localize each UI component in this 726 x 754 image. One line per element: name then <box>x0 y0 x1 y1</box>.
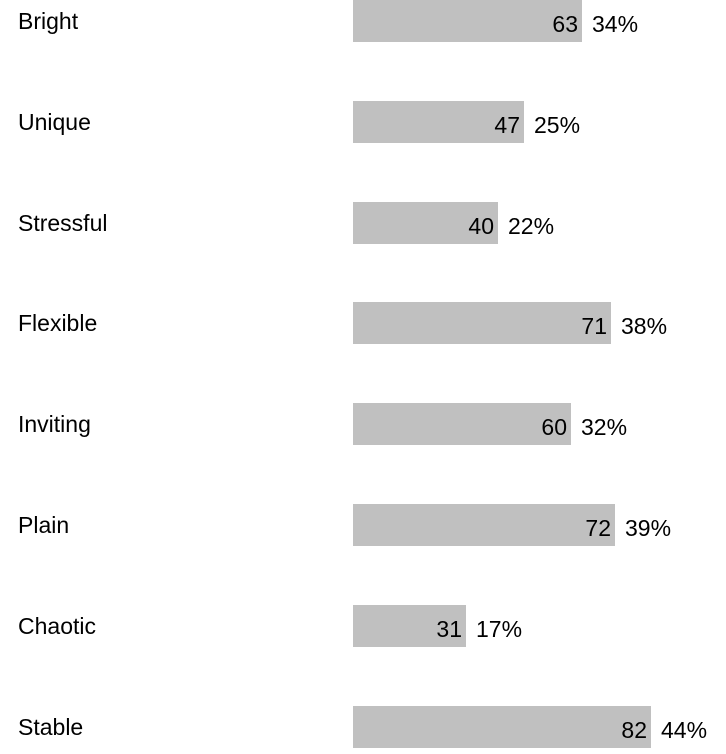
bar-value-label: 63 <box>552 11 578 37</box>
bar-row: Inviting 60 32% <box>0 403 726 446</box>
bar-row: Chaotic 31 17% <box>0 604 726 647</box>
bar: 47 <box>353 100 524 143</box>
percentage-label: 34% <box>592 11 639 37</box>
bar-value-label: 31 <box>436 615 462 642</box>
category-label: Inviting <box>18 411 91 438</box>
percentage-label: 25% <box>534 111 581 138</box>
bar-value-label: 72 <box>585 515 611 541</box>
category-label: Bright <box>18 8 79 34</box>
bar-row: Plain 72 39% <box>0 504 726 546</box>
bar-row: Stable 82 44% <box>0 705 726 748</box>
bar: 72 <box>353 504 615 546</box>
category-label: Stressful <box>18 209 108 236</box>
category-label: Plain <box>18 512 70 538</box>
bar-value-label: 60 <box>541 414 567 441</box>
bar: 63 <box>353 0 582 42</box>
bar-row: Stressful 40 22% <box>0 201 726 244</box>
percentage-label: 38% <box>621 313 668 340</box>
percentage-label: 39% <box>625 515 672 541</box>
bar-value-label: 40 <box>468 212 494 239</box>
category-label: Flexible <box>18 310 98 337</box>
bar-value-label: 71 <box>581 313 607 340</box>
category-label: Stable <box>18 713 84 740</box>
bar-row: Flexible 71 38% <box>0 302 726 345</box>
bar: 31 <box>353 604 466 647</box>
bar: 82 <box>353 705 651 748</box>
bar-row: Unique 47 25% <box>0 100 726 143</box>
bar: 71 <box>353 302 611 345</box>
percentage-label: 17% <box>476 615 523 642</box>
bar-value-label: 47 <box>494 111 520 138</box>
bar: 60 <box>353 403 571 446</box>
bar: 40 <box>353 201 498 244</box>
percentage-label: 32% <box>581 414 628 441</box>
bar-row: Bright 63 34% <box>0 0 726 42</box>
category-label: Unique <box>18 108 91 135</box>
percentage-label: 22% <box>508 212 555 239</box>
percentage-label: 44% <box>661 716 708 743</box>
bar-value-label: 82 <box>621 716 647 743</box>
category-label: Chaotic <box>18 612 96 639</box>
